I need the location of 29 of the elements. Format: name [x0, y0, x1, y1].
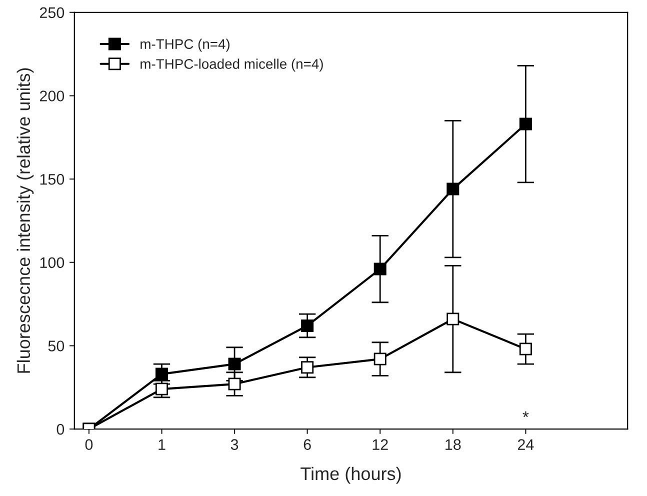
x-axis-title: Time (hours): [300, 466, 401, 484]
point: [446, 182, 460, 196]
point: [156, 368, 168, 380]
point: [519, 118, 532, 130]
y-axis-title: Fluorescecnce intensity (relative units): [16, 68, 34, 373]
legend-label: m-THPC (n=4): [140, 38, 230, 52]
x-tick-label: 6: [304, 439, 311, 450]
y-tick-label: 100: [40, 257, 64, 268]
x-tick-label: 1: [158, 439, 166, 450]
x-tick-label: 12: [372, 439, 388, 450]
point: [519, 342, 532, 356]
x-tick-label: 24: [518, 439, 534, 450]
point: [301, 361, 314, 374]
y-tick-label: 50: [48, 340, 64, 352]
y-tick-label: 150: [40, 174, 64, 185]
x-tick-label: 18: [446, 439, 461, 450]
y-tick-label: 0: [56, 424, 64, 435]
point: [374, 352, 386, 366]
annotation: *: [522, 411, 529, 418]
x-tick-label: 3: [230, 439, 238, 450]
x-tick-label: 0: [85, 439, 93, 450]
point: [228, 378, 241, 390]
y-tick-label: 250: [40, 7, 64, 18]
point: [301, 319, 314, 332]
y-tick-label: 200: [40, 90, 64, 102]
point: [374, 262, 386, 276]
point: [446, 312, 460, 326]
point: [228, 358, 241, 370]
legend-label: m-THPC-loaded micelle (n=4): [140, 58, 323, 72]
